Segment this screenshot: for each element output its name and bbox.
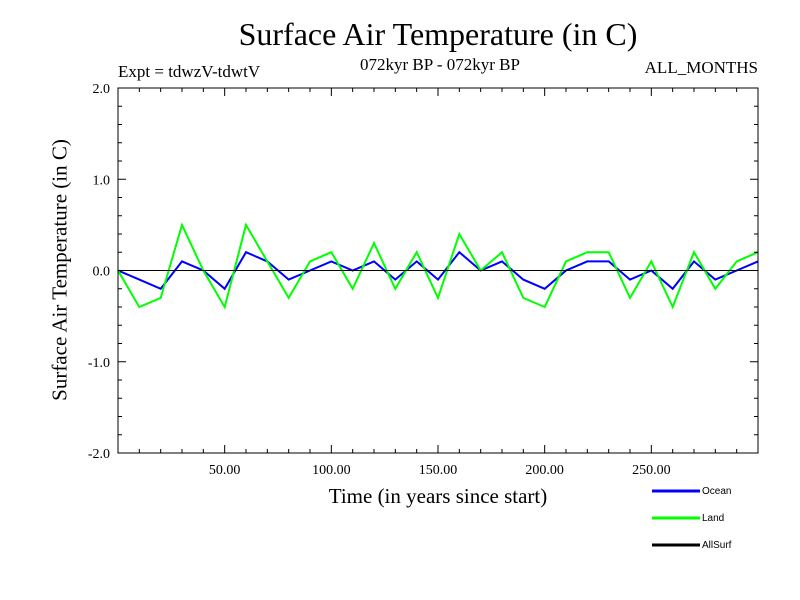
legend-label-ocean: Ocean [702, 486, 731, 497]
y-tick-label: 2.0 [93, 82, 111, 97]
x-tick-label: 150.00 [419, 463, 458, 478]
y-tick-label: 1.0 [93, 173, 111, 188]
x-tick-label: 100.00 [312, 463, 351, 478]
x-tick-label: 50.00 [209, 463, 241, 478]
period-label: 072kyr BP - 072kyr BP [360, 55, 520, 74]
legend-label-land: Land [702, 513, 724, 524]
x-tick-label: 250.00 [632, 463, 671, 478]
x-axis-label: Time (in years since start) [328, 484, 548, 508]
y-tick-label: -2.0 [88, 447, 110, 462]
y-tick-label: 0.0 [93, 265, 111, 280]
x-tick-label: 200.00 [525, 463, 564, 478]
y-tick-label: -1.0 [88, 356, 110, 371]
series-line-land [117, 222, 759, 310]
months-label: ALL_MONTHS [644, 58, 758, 77]
chart-title: Surface Air Temperature (in C) [238, 16, 638, 52]
legend-label-allsurf: AllSurf [702, 540, 732, 551]
experiment-label: Expt = tdwzV-tdwtV [118, 62, 261, 81]
